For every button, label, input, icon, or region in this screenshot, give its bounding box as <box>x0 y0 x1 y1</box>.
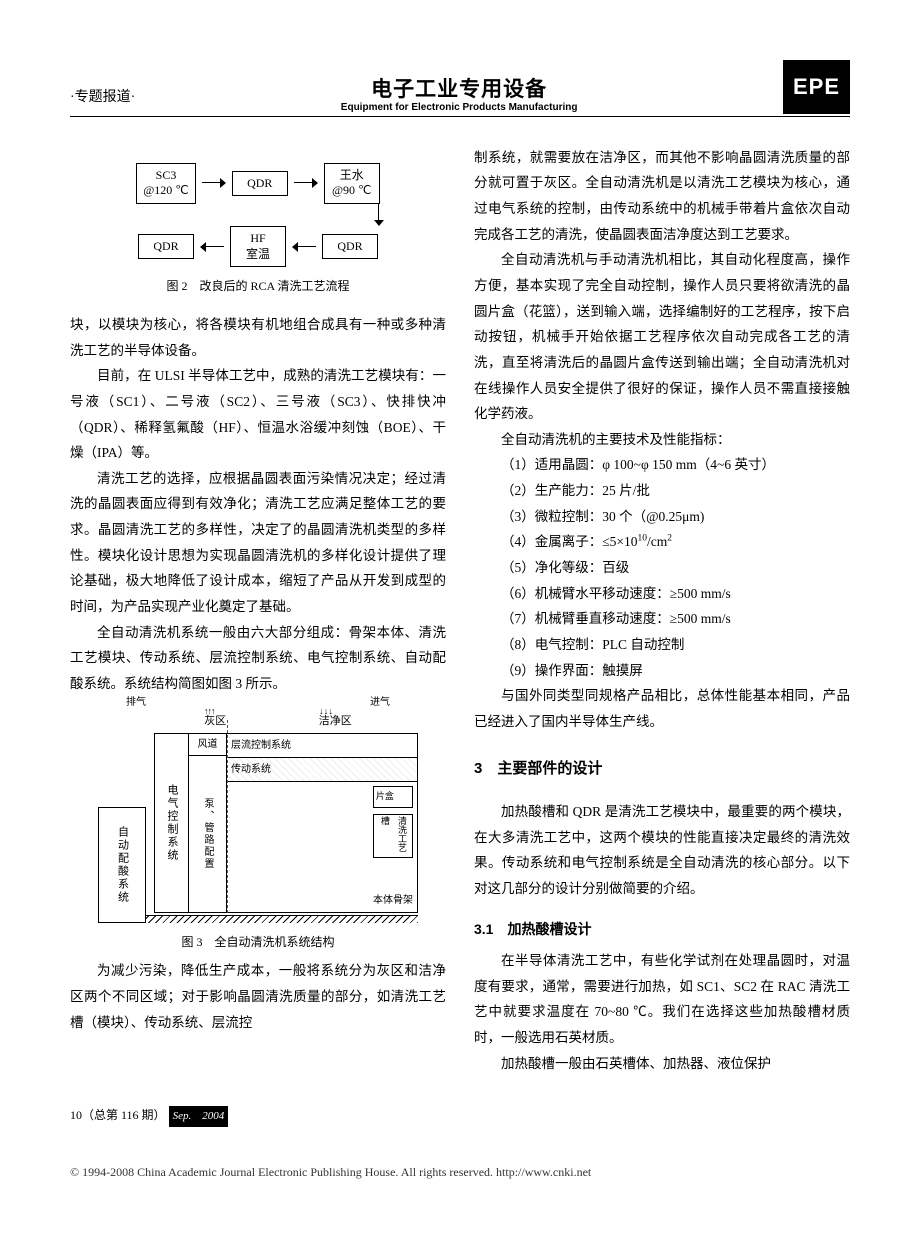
journal-title: 电子工业专用设备 Equipment for Electronic Produc… <box>135 77 783 114</box>
spec-item: （5）净化等级：百级 <box>501 555 850 581</box>
page-header: ·专题报道· 电子工业专用设备 Equipment for Electronic… <box>70 60 850 117</box>
spec-item: （3）微粒控制：30 个（@0.25μm) <box>501 504 850 530</box>
journal-title-en: Equipment for Electronic Products Manufa… <box>135 102 783 114</box>
fig3-pump: 泵、管路配置 <box>189 756 226 912</box>
page-number: 10（总第 116 期） <box>70 1108 166 1122</box>
fig3-acid-box: 自动配酸系统 <box>98 807 146 923</box>
fig3-tank-label: 清洗工艺槽 <box>376 816 410 856</box>
arrow-down-icon <box>374 204 384 226</box>
spec-sup: 10 <box>638 534 647 544</box>
figure-2-flowchart: SC3 @120 ℃ QDR 王水 @90 ℃ QDR HF 室温 <box>108 163 408 267</box>
section-label: ·专题报道· <box>70 85 135 114</box>
spec-item: （1）适用晶圆：φ 100~φ 150 mm（4~6 英寸） <box>501 452 850 478</box>
fig2-sc3-l1: SC3 <box>156 168 177 182</box>
spec-item: （9）操作界面：触摸屏 <box>501 658 850 684</box>
fig3-frame-label: 本体骨架 <box>373 891 413 910</box>
body-text: 全自动清洗机与手动清洗机相比，其自动化程度高，操作方便，基本实现了完全自动控制，… <box>474 247 850 426</box>
figure-3-diagram: 灰区 洁净区 排气 进气 ↑↑↑ ↓ ↓ ↓ 自动配酸系统 电气控制系统 风道 … <box>70 711 446 955</box>
content-columns: SC3 @120 ℃ QDR 王水 @90 ℃ QDR HF 室温 <box>70 145 850 1077</box>
fig2-box-aqua: 王水 @90 ℃ <box>324 163 380 204</box>
spec-list: （1）适用晶圆：φ 100~φ 150 mm（4~6 英寸） （2）生产能力：2… <box>501 452 850 683</box>
vent-icon: ↓ ↓ ↓ <box>319 703 332 720</box>
body-text: 在半导体清洗工艺中，有些化学试剂在处理晶圆时，对温度有要求，通常，需要进行加热，… <box>474 948 850 1051</box>
fig3-ground-hatch <box>98 915 418 923</box>
journal-badge: EPE <box>783 60 850 114</box>
body-text: 加热酸槽和 QDR 是清洗工艺模块中，最重要的两个模块，在大多清洗工艺中，这两个… <box>474 799 850 902</box>
body-text: 制系统，就需要放在洁净区，而其他不影响晶圆清洗质量的部分就可置于灰区。全自动清洗… <box>474 145 850 248</box>
fig3-rack: 电气控制系统 风道 泵、管路配置 层流控制系统 传动系统 片盒 <box>154 733 418 913</box>
right-column: 制系统，就需要放在洁净区，而其他不影响晶圆清洗质量的部分就可置于灰区。全自动清洗… <box>474 145 850 1077</box>
fig2-hf-l2: 室温 <box>246 247 270 261</box>
spec-text: （4）金属离子：≤5×10 <box>501 534 638 549</box>
fig3-label-intake: 进气 <box>370 693 390 712</box>
fig3-layer-row: 层流控制系统 <box>227 734 417 758</box>
fig3-elec-col: 电气控制系统 <box>155 734 189 912</box>
body-text: 清洗工艺的选择，应根据晶圆表面污染情况决定；经过清洗的晶圆表面应得到有效净化；清… <box>70 466 446 620</box>
fig3-zone-divider <box>227 720 228 913</box>
fig3-cassette: 片盒 <box>373 786 413 807</box>
issue-date: Sep. 2004 <box>169 1106 229 1127</box>
fig3-label-exhaust: 排气 <box>126 693 146 712</box>
fig3-tank: 清洗工艺槽 <box>373 814 413 858</box>
spec-text: /cm <box>647 534 667 549</box>
fig2-box-qdr1: QDR <box>232 171 288 197</box>
body-text: 为减少污染，降低生产成本，一般将系统分为灰区和洁净区两个不同区域；对于影响晶圆清… <box>70 958 446 1035</box>
figure-3-caption: 图 3 全自动清洗机系统结构 <box>70 931 446 954</box>
body-text: 加热酸槽一般由石英槽体、加热器、液位保护 <box>474 1051 850 1077</box>
spec-item: （2）生产能力：25 片/批 <box>501 478 850 504</box>
vent-icon: ↑↑↑ <box>204 703 215 720</box>
fig2-box-qdr2: QDR <box>138 234 194 260</box>
copyright-line: © 1994-2008 China Academic Journal Elect… <box>70 1161 850 1184</box>
body-text: 全自动清洗机系统一般由六大部分组成：骨架本体、清洗工艺模块、传动系统、层流控制系… <box>70 620 446 697</box>
arrow-left-icon <box>292 242 316 252</box>
fig2-sc3-l2: @120 ℃ <box>143 183 189 197</box>
page-footer: 10（总第 116 期） Sep. 2004 <box>70 1104 850 1127</box>
spec-item: （8）电气控制：PLC 自动控制 <box>501 632 850 658</box>
fig2-box-qdr3: QDR <box>322 234 378 260</box>
spec-item: （4）金属离子：≤5×1010/cm2 <box>501 529 850 555</box>
arrow-left-icon <box>200 242 224 252</box>
fig2-box-hf: HF 室温 <box>230 226 286 267</box>
body-text: 与国外同类型同规格产品相比，总体性能基本相同，产品已经进入了国内半导体生产线。 <box>474 683 850 734</box>
body-text: 全自动清洗机的主要技术及性能指标： <box>474 427 850 453</box>
spec-item: （6）机械臂水平移动速度：≥500 mm/s <box>501 581 850 607</box>
fig2-box-sc3: SC3 @120 ℃ <box>136 163 196 204</box>
arrow-right-icon <box>202 178 226 188</box>
fig2-aqua-l1: 王水 <box>340 168 364 182</box>
section-3-1-heading: 3.1 加热酸槽设计 <box>474 916 850 943</box>
body-text: 块，以模块为核心，将各模块有机地组合成具有一种或多种清洗工艺的半导体设备。 <box>70 312 446 363</box>
figure-2-caption: 图 2 改良后的 RCA 清洗工艺流程 <box>70 275 446 298</box>
fig2-aqua-l2: @90 ℃ <box>332 183 372 197</box>
left-column: SC3 @120 ℃ QDR 王水 @90 ℃ QDR HF 室温 <box>70 145 446 1077</box>
arrow-right-icon <box>294 178 318 188</box>
spec-item: （7）机械臂垂直移动速度：≥500 mm/s <box>501 606 850 632</box>
body-text: 目前，在 ULSI 半导体工艺中，成熟的清洗工艺模块有：一号液（SC1）、二号液… <box>70 363 446 466</box>
section-3-heading: 3 主要部件的设计 <box>474 755 850 784</box>
fig3-fengdao: 风道 <box>189 734 226 756</box>
spec-sup: 2 <box>667 534 672 544</box>
journal-title-ch: 电子工业专用设备 <box>135 77 783 102</box>
fig2-hf-l1: HF <box>250 231 265 245</box>
fig3-drive-row: 传动系统 <box>227 758 417 782</box>
